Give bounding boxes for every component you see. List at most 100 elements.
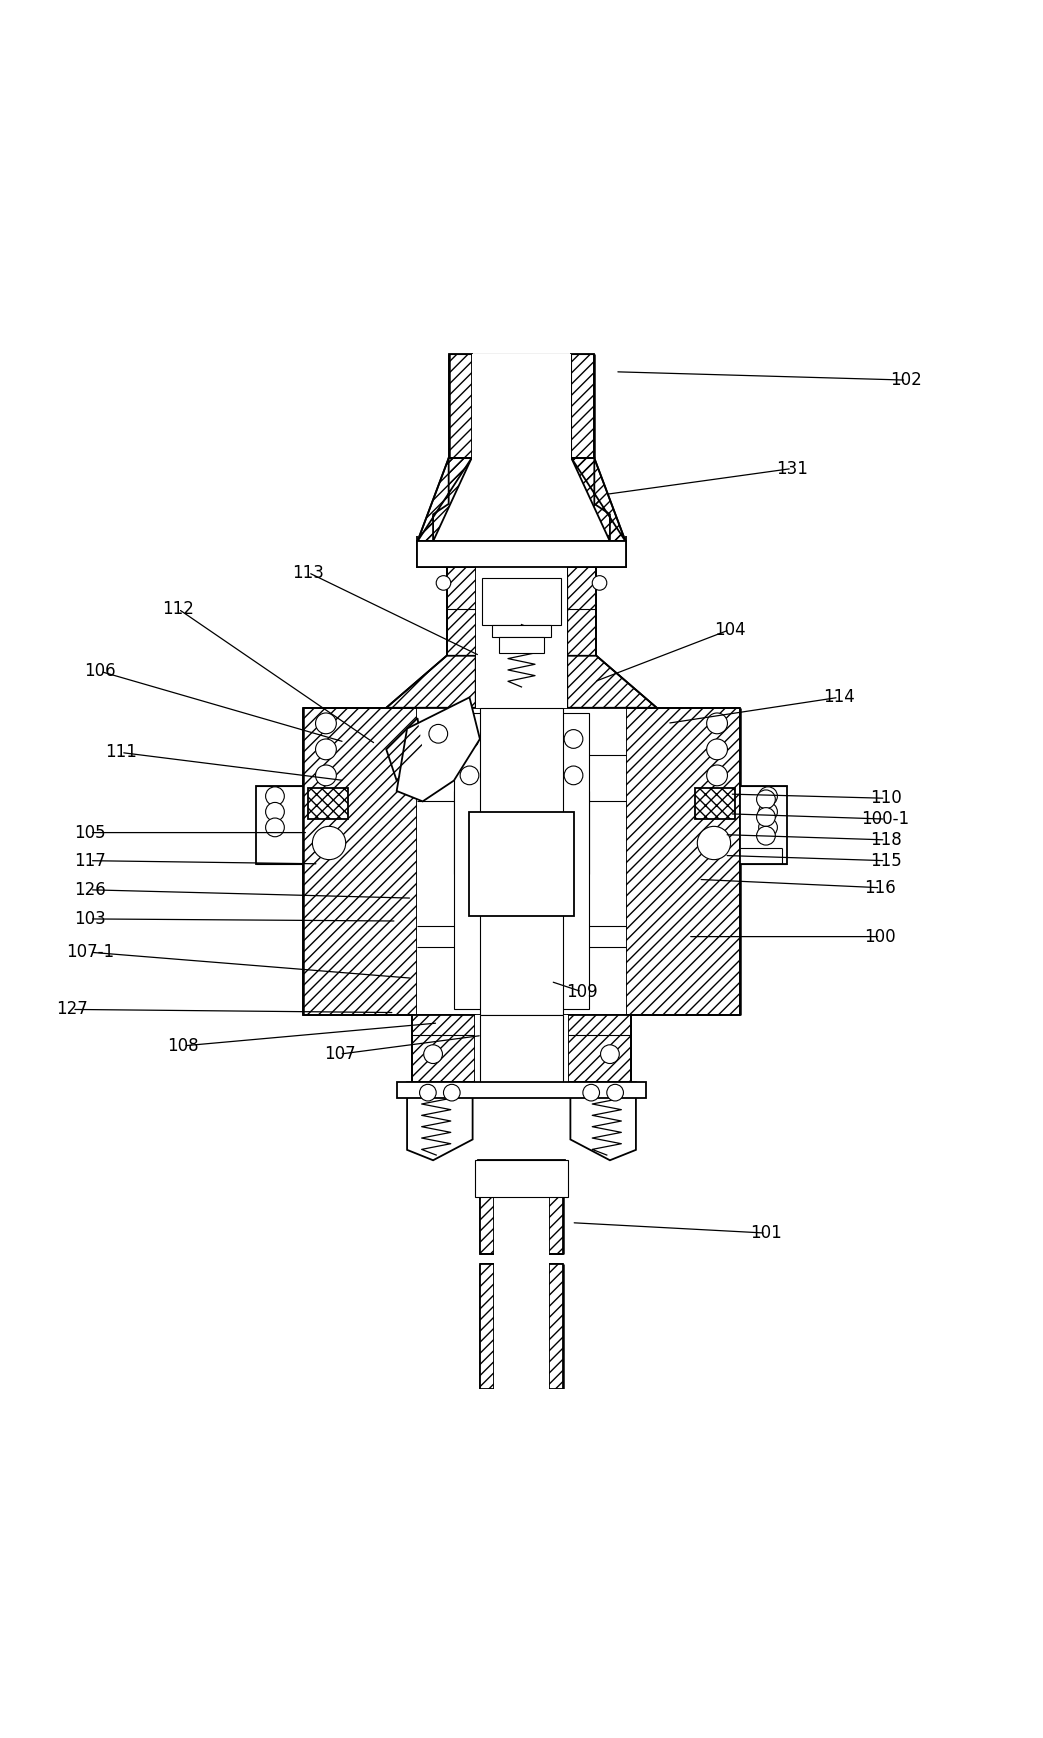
Text: 126: 126 — [74, 881, 105, 899]
Bar — [475, 1015, 568, 1083]
Text: 115: 115 — [870, 852, 901, 869]
Circle shape — [266, 803, 285, 820]
Circle shape — [758, 803, 777, 820]
Bar — [480, 707, 563, 1015]
Text: 127: 127 — [56, 1001, 88, 1018]
Circle shape — [601, 1045, 620, 1064]
Bar — [482, 577, 561, 624]
Bar — [309, 787, 347, 819]
Bar — [739, 786, 786, 864]
Text: 108: 108 — [168, 1038, 199, 1055]
Polygon shape — [571, 1083, 636, 1161]
Circle shape — [564, 730, 583, 749]
Bar — [471, 355, 572, 459]
Bar — [471, 459, 572, 541]
Bar — [480, 1264, 494, 1389]
Polygon shape — [572, 459, 626, 541]
Bar — [475, 1161, 568, 1197]
Circle shape — [698, 826, 730, 860]
Circle shape — [316, 765, 336, 786]
Text: 100: 100 — [865, 928, 896, 945]
Circle shape — [443, 1085, 460, 1100]
Bar — [549, 1264, 563, 1389]
Polygon shape — [568, 1015, 631, 1083]
Circle shape — [313, 826, 345, 860]
Bar — [549, 1264, 563, 1389]
Bar — [480, 1197, 494, 1253]
Bar — [476, 567, 567, 655]
Bar — [494, 1197, 549, 1389]
Circle shape — [583, 1085, 600, 1100]
Polygon shape — [304, 707, 417, 1015]
Circle shape — [460, 730, 479, 749]
Circle shape — [756, 826, 775, 845]
Polygon shape — [412, 1015, 475, 1083]
Circle shape — [592, 575, 607, 591]
Text: 102: 102 — [891, 372, 922, 389]
Polygon shape — [626, 707, 739, 1015]
Bar — [454, 713, 589, 1010]
Circle shape — [607, 1085, 624, 1100]
Bar — [469, 812, 574, 916]
Polygon shape — [446, 567, 476, 655]
Bar — [696, 787, 734, 819]
Polygon shape — [476, 655, 567, 707]
Bar — [478, 1161, 565, 1197]
Text: 118: 118 — [870, 831, 901, 848]
Polygon shape — [417, 459, 471, 541]
Circle shape — [460, 766, 479, 786]
Text: 104: 104 — [713, 620, 746, 640]
Polygon shape — [567, 567, 597, 655]
Circle shape — [266, 787, 285, 805]
Circle shape — [316, 791, 336, 812]
Bar — [480, 1264, 494, 1389]
Bar — [417, 707, 626, 1015]
Text: 106: 106 — [84, 662, 116, 680]
Circle shape — [419, 1085, 436, 1100]
Polygon shape — [386, 718, 422, 780]
Circle shape — [756, 808, 775, 826]
Circle shape — [707, 791, 727, 812]
Bar — [417, 541, 626, 567]
Text: 116: 116 — [865, 879, 896, 897]
Text: 109: 109 — [566, 982, 598, 1001]
Circle shape — [266, 819, 285, 836]
Circle shape — [758, 819, 777, 836]
Polygon shape — [572, 459, 626, 541]
Circle shape — [707, 739, 727, 760]
Bar — [549, 1197, 563, 1253]
Bar — [257, 786, 304, 864]
Text: 111: 111 — [105, 744, 137, 761]
Circle shape — [756, 791, 775, 808]
Bar — [309, 787, 347, 819]
Polygon shape — [396, 697, 480, 801]
Circle shape — [758, 787, 777, 805]
Text: 103: 103 — [74, 911, 105, 928]
Bar — [696, 787, 734, 819]
Text: 113: 113 — [292, 563, 324, 582]
Polygon shape — [407, 1083, 472, 1161]
Polygon shape — [572, 355, 595, 459]
Polygon shape — [386, 655, 476, 707]
Circle shape — [316, 739, 336, 760]
Polygon shape — [417, 459, 471, 541]
Circle shape — [707, 713, 727, 733]
Polygon shape — [448, 355, 471, 459]
Circle shape — [429, 725, 447, 744]
Bar — [480, 1197, 494, 1253]
Text: 110: 110 — [870, 789, 901, 806]
Polygon shape — [567, 655, 657, 707]
Circle shape — [436, 575, 451, 591]
Bar — [549, 1197, 563, 1253]
Circle shape — [423, 1045, 442, 1064]
Text: 107-1: 107-1 — [66, 944, 114, 961]
Text: 105: 105 — [74, 824, 105, 841]
Circle shape — [316, 713, 336, 733]
Circle shape — [564, 766, 583, 786]
Bar — [396, 1083, 647, 1098]
Text: 101: 101 — [750, 1224, 782, 1243]
Circle shape — [707, 765, 727, 786]
Text: 107: 107 — [323, 1045, 356, 1064]
Text: 114: 114 — [823, 688, 854, 706]
Text: 117: 117 — [74, 852, 105, 869]
